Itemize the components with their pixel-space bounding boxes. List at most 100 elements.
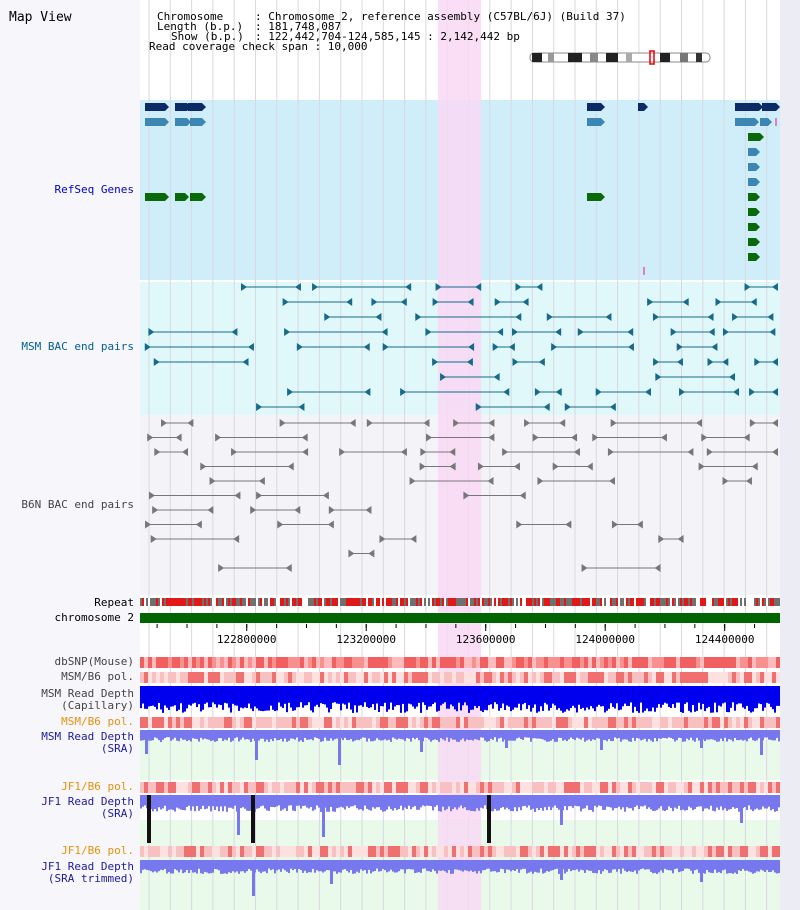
jf1-b6-pol-strip: [772, 782, 776, 793]
jf1-depth-sra: [746, 795, 748, 810]
track-label-dbsnp[interactable]: dbSNP(Mouse): [54, 655, 134, 668]
jf1-depth-trimmed: [650, 860, 652, 872]
dbsnp-strip: [140, 657, 144, 668]
jf1-depth-trimmed: [664, 860, 666, 869]
dbsnp-strip: [500, 657, 504, 668]
jf1-b6-pol-2-strip: [680, 846, 684, 857]
jf1-depth-sra-spike: [322, 795, 325, 837]
msm-depth-sra: [366, 730, 368, 742]
jf1-b6-pol-strip: [264, 782, 268, 793]
track-label-msm-depth-capillary[interactable]: MSM Read Depth: [41, 687, 134, 700]
msm-depth-capillary: [688, 686, 690, 711]
jf1-depth-sra: [650, 795, 652, 810]
msm-depth-capillary: [186, 686, 188, 709]
jf1-b6-pol-2-strip: [556, 846, 560, 857]
track-label-chromosome[interactable]: chromosome 2: [54, 611, 134, 624]
jf1-b6-pol-2-strip: [752, 846, 756, 857]
b6n-bac-pair-end: [287, 462, 294, 471]
refseq-gene-arrow: [756, 148, 760, 156]
jf1-b6-pol-2-strip: [528, 846, 532, 857]
msm-b6-pol-strip: [532, 672, 536, 683]
msm-b6-pol-strip: [652, 672, 656, 683]
jf1-depth-trimmed: [392, 860, 394, 872]
msm-bac-pair-end: [609, 403, 616, 411]
track-label-refseq[interactable]: RefSeq Genes: [54, 183, 134, 196]
msm-depth-sra: [510, 730, 512, 741]
msm-depth-sra: [750, 730, 752, 738]
track-label-jf1-b6-pol-2[interactable]: JF1/B6 pol.: [61, 844, 134, 857]
jf1-b6-pol-2-strip: [572, 846, 576, 857]
repeat-block: [182, 598, 184, 606]
repeat-block: [764, 598, 766, 606]
jf1-depth-sra: [710, 795, 712, 806]
track-label-msm-depth-sra[interactable]: MSM Read Depth: [41, 730, 134, 743]
repeat-block: [636, 598, 638, 606]
jf1-depth-trimmed: [532, 860, 534, 874]
track-label-msm-bac[interactable]: MSM BAC end pairs: [21, 340, 134, 353]
msm-depth-sra: [628, 730, 630, 742]
track-label-jf1-b6-pol[interactable]: JF1/B6 pol.: [61, 780, 134, 793]
jf1-depth-sra: [156, 795, 158, 812]
jf1-b6-pol-strip: [544, 782, 548, 793]
msm-depth-sra: [142, 730, 144, 741]
repeat-block: [354, 598, 356, 606]
msm-b6-pol-strip: [632, 672, 636, 683]
jf1-b6-pol-2-strip: [560, 846, 564, 857]
repeat-block: [520, 598, 522, 606]
jf1-depth-sra: [192, 795, 194, 807]
msm-depth-capillary: [232, 686, 234, 704]
msm-depth-capillary: [758, 686, 760, 704]
jf1-depth-sra: [770, 795, 772, 811]
msm-depth-sra: [740, 730, 742, 740]
msm-depth-sra: [408, 730, 410, 739]
msm-depth-capillary: [626, 686, 628, 706]
msm-b6-pol-strip: [200, 672, 204, 683]
jf1-depth-sra: [758, 795, 760, 810]
msm-b6-pol-sra-strip: [352, 717, 356, 728]
track-label-jf1-depth-trimmed[interactable]: JF1 Read Depth: [41, 860, 134, 873]
jf1-b6-pol-strip: [196, 782, 200, 793]
refseq-gene-arrow: [601, 193, 605, 201]
jf1-b6-pol-2-strip: [148, 846, 152, 857]
jf1-depth-sra: [748, 795, 750, 806]
dbsnp-strip: [224, 657, 228, 668]
msm-bac-pair-end: [425, 328, 432, 336]
track-label-msm-b6-pol[interactable]: MSM/B6 pol.: [61, 670, 134, 683]
msm-b6-pol-strip: [232, 672, 236, 683]
refseq-gene: [762, 103, 776, 111]
repeat-block: [304, 598, 306, 606]
track-label-msm-b6-pol-sra[interactable]: MSM/B6 pol.: [61, 715, 134, 728]
jf1-b6-pol-2-strip: [700, 846, 704, 857]
jf1-depth-sra: [600, 795, 602, 807]
repeat-block: [318, 598, 320, 606]
jf1-depth-trimmed: [472, 860, 474, 872]
b6n-bac-pair-end: [154, 448, 161, 456]
msm-b6-pol-sra-strip: [320, 717, 324, 728]
jf1-b6-pol-2-strip: [580, 846, 584, 857]
msm-bac-pair-end: [722, 358, 729, 366]
msm-b6-pol-strip: [296, 672, 300, 683]
repeat-block: [774, 598, 776, 606]
repeat-block: [296, 598, 298, 606]
repeat-block: [578, 598, 580, 606]
jf1-b6-pol-2-strip: [548, 846, 552, 857]
ideogram-band: [568, 53, 582, 62]
msm-depth-capillary: [680, 686, 682, 713]
msm-bac-pair-end: [715, 298, 722, 306]
b6n-bac-pair-end: [706, 448, 713, 456]
msm-depth-capillary: [692, 686, 694, 706]
track-label-b6n-bac[interactable]: B6N BAC end pairs: [21, 498, 134, 511]
track-label-jf1-depth[interactable]: JF1 Read Depth: [41, 795, 134, 808]
msm-b6-pol-strip: [556, 672, 560, 683]
refseq-gene: [175, 118, 187, 126]
b6n-bac-pair-end: [301, 433, 308, 442]
jf1-b6-pol-strip: [328, 782, 332, 793]
jf1-depth-trimmed: [268, 860, 270, 869]
track-label-repeat[interactable]: Repeat: [94, 596, 134, 609]
jf1-depth-trimmed: [336, 860, 338, 874]
jf1-depth-trimmed: [698, 860, 700, 873]
repeat-block: [576, 598, 578, 606]
jf1-depth-trimmed: [398, 860, 400, 872]
msm-depth-capillary: [264, 686, 266, 711]
